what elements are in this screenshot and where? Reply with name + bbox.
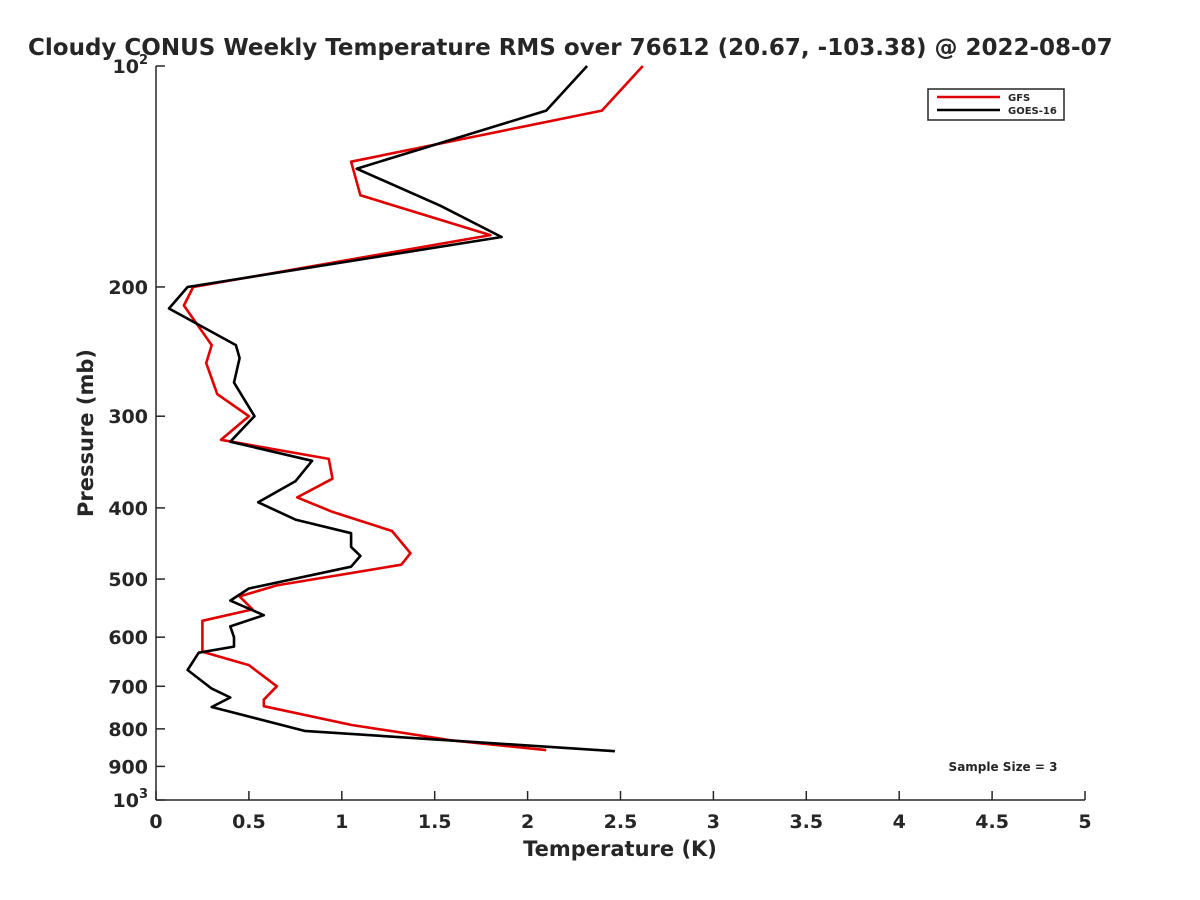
x-tick-label: 4.5 <box>975 811 1009 833</box>
x-tick-label: 1.5 <box>418 811 452 833</box>
legend: GFS GOES-16 <box>927 88 1065 121</box>
x-tick-label: 0 <box>149 811 162 833</box>
legend-label-goes-16: GOES-16 <box>1008 106 1057 117</box>
y-tick-label: 400 <box>108 498 148 520</box>
y-tick-label: 200 <box>108 277 148 299</box>
x-tick-label: 3 <box>707 811 720 833</box>
series-layer <box>167 65 644 753</box>
x-tick-label: 4 <box>893 811 906 833</box>
x-tick-label: 3.5 <box>789 811 823 833</box>
x-axis-label: Temperature (K) <box>523 837 717 861</box>
sample-size-annotation: Sample Size = 3 <box>949 760 1058 774</box>
legend-box <box>927 88 1065 121</box>
y-tick-label: 300 <box>108 406 148 428</box>
x-tick-label: 0.5 <box>232 811 266 833</box>
y-tick-label: 800 <box>108 719 148 741</box>
x-tick-label: 5 <box>1078 811 1091 833</box>
x-tick-label: 1 <box>335 811 348 833</box>
y-axis-label: Pressure (mb) <box>74 349 98 517</box>
y-tick-label: 900 <box>108 756 148 778</box>
y-tick-label: 500 <box>108 569 148 591</box>
axes-layer: 0 0.5 1 1.5 2 2.5 3 3.5 4 4.5 5 102 200 300 400 500 600 7… <box>108 53 1091 833</box>
series-line-goes-16 <box>167 65 615 753</box>
y-tick-label: 102 <box>113 53 149 78</box>
chart-title: Cloudy CONUS Weekly Temperature RMS over… <box>28 35 1113 61</box>
legend-label-gfs: GFS <box>1008 93 1030 104</box>
series-line-gfs <box>182 65 644 752</box>
y-tick-label: 103 <box>113 787 149 812</box>
x-tick-label: 2.5 <box>604 811 638 833</box>
y-tick-label: 600 <box>108 627 148 649</box>
x-tick-label: 2 <box>521 811 534 833</box>
y-tick-label: 700 <box>108 676 148 698</box>
